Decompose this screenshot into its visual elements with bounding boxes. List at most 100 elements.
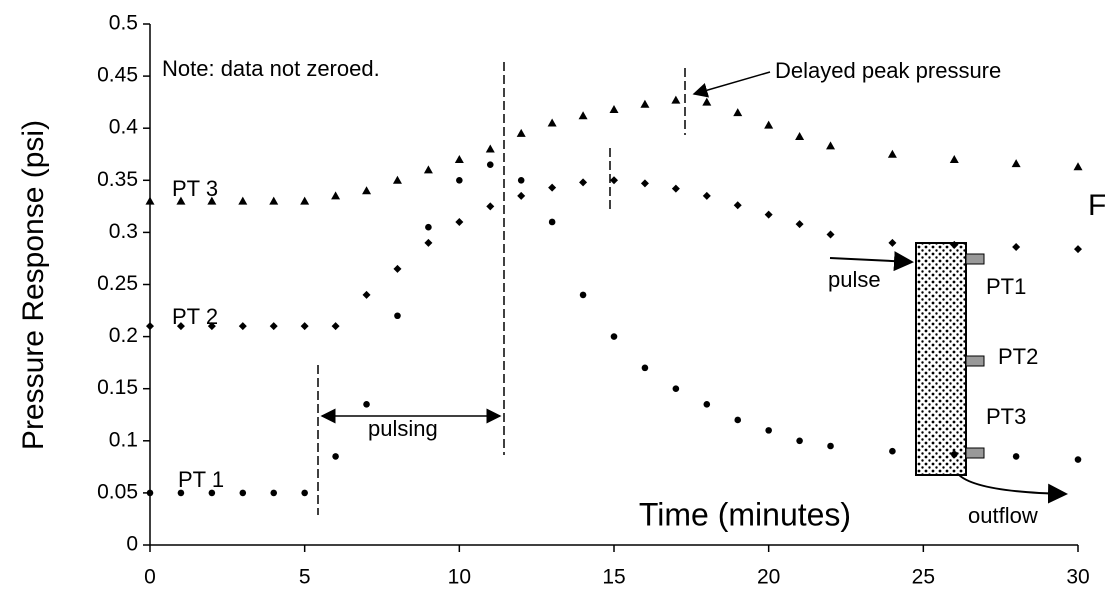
sensor: [965, 253, 985, 265]
data-point: [331, 191, 341, 200]
y-tick-label: 0.15: [97, 376, 138, 399]
x-tick-label: 25: [912, 566, 935, 589]
y-tick-label: 0.4: [109, 116, 139, 139]
data-point: [548, 218, 556, 226]
outflow-arrow: [957, 473, 1068, 504]
x-tick-label: 10: [448, 566, 471, 589]
data-point: [300, 196, 310, 205]
data-point: [1073, 162, 1083, 171]
data-point: [578, 111, 588, 120]
data-point: [950, 451, 958, 458]
data-point: [207, 322, 216, 331]
data-point: [393, 264, 402, 273]
pulse-arrow: [829, 251, 914, 272]
data-point: [301, 489, 308, 497]
data-point: [516, 128, 526, 137]
data-point: [270, 489, 278, 497]
data-point: [548, 183, 557, 192]
data-point: [486, 161, 494, 168]
sensor: [965, 355, 985, 367]
annotation: PT3: [986, 404, 1026, 429]
data-point: [765, 427, 772, 434]
annotation: PT2: [998, 344, 1038, 369]
data-point: [547, 118, 557, 127]
data-point: [425, 223, 432, 231]
data-point: [392, 175, 402, 184]
series-label: PT 3: [172, 176, 218, 201]
data-point: [145, 196, 155, 205]
data-point: [176, 322, 185, 331]
data-point: [733, 108, 743, 117]
data-point: [238, 322, 247, 331]
data-point: [455, 217, 464, 226]
x-tick-label: 5: [299, 566, 311, 589]
y-axis-title: Pressure Response (psi): [17, 120, 50, 450]
column-diagram: [915, 242, 967, 476]
data-point: [764, 120, 774, 129]
data-point: [609, 104, 619, 113]
data-point: [1012, 242, 1021, 251]
data-point: [239, 489, 247, 497]
markers: [317, 62, 686, 515]
y-tick-label: 0: [126, 533, 138, 556]
annotation: pulsing: [368, 416, 438, 441]
data-point: [485, 144, 495, 153]
data-point: [517, 191, 526, 200]
data-point: [826, 230, 835, 239]
y-tick-label: 0.2: [109, 324, 138, 347]
data-point: [486, 202, 495, 211]
data-point: [454, 154, 464, 163]
data-point: [887, 149, 897, 158]
data-point: [733, 201, 742, 210]
data-point: [734, 416, 742, 424]
data-point: [456, 177, 463, 184]
annotation: outflow: [968, 503, 1038, 528]
data-point: [610, 333, 618, 340]
data-point: [331, 322, 340, 331]
x-tick-label: 20: [757, 566, 780, 589]
annotation: PT1: [986, 274, 1026, 299]
data-point: [795, 132, 805, 141]
x-tick-label: 15: [602, 566, 625, 589]
data-point: [176, 196, 186, 205]
x-tick-label: 0: [144, 566, 156, 589]
data-point: [579, 178, 588, 187]
data-point: [362, 290, 371, 299]
data-point: [332, 453, 339, 460]
y-tick-label: 0.5: [109, 12, 138, 35]
peak-arrow: [692, 71, 771, 98]
data-point: [1074, 245, 1082, 254]
data-point: [207, 196, 217, 205]
y-tick-label: 0.45: [97, 64, 138, 87]
data-point: [702, 191, 711, 200]
data-point: [950, 240, 959, 249]
data-point: [949, 154, 959, 163]
data-point: [238, 196, 248, 205]
data-point: [177, 489, 185, 497]
data-point: [640, 179, 649, 188]
data-point: [671, 95, 681, 104]
data-point: [146, 489, 154, 497]
data-point: [269, 322, 278, 331]
data-point: [640, 99, 650, 108]
y-tick-label: 0.35: [97, 168, 138, 191]
data-point: [703, 401, 711, 408]
annotation: pulse: [828, 267, 881, 292]
data-point: [827, 442, 834, 450]
data-point: [363, 401, 370, 408]
data-point: [796, 437, 803, 445]
annotation: Note: data not zeroed.: [162, 56, 380, 81]
y-tick-label: 0.25: [97, 272, 138, 295]
x-axis-title: Time (minutes): [639, 496, 851, 532]
y-tick-label: 0.05: [97, 480, 138, 503]
data-point: [764, 210, 773, 219]
annotation: Delayed peak pressure: [775, 58, 1001, 83]
data-point: [1074, 456, 1082, 463]
data-point: [1011, 159, 1021, 168]
data-point: [517, 177, 525, 184]
data-point: [300, 322, 309, 331]
data-point: [208, 489, 216, 497]
data-point: [672, 385, 680, 393]
y-tick-label: 0.3: [109, 220, 138, 243]
data-point: [795, 220, 804, 229]
